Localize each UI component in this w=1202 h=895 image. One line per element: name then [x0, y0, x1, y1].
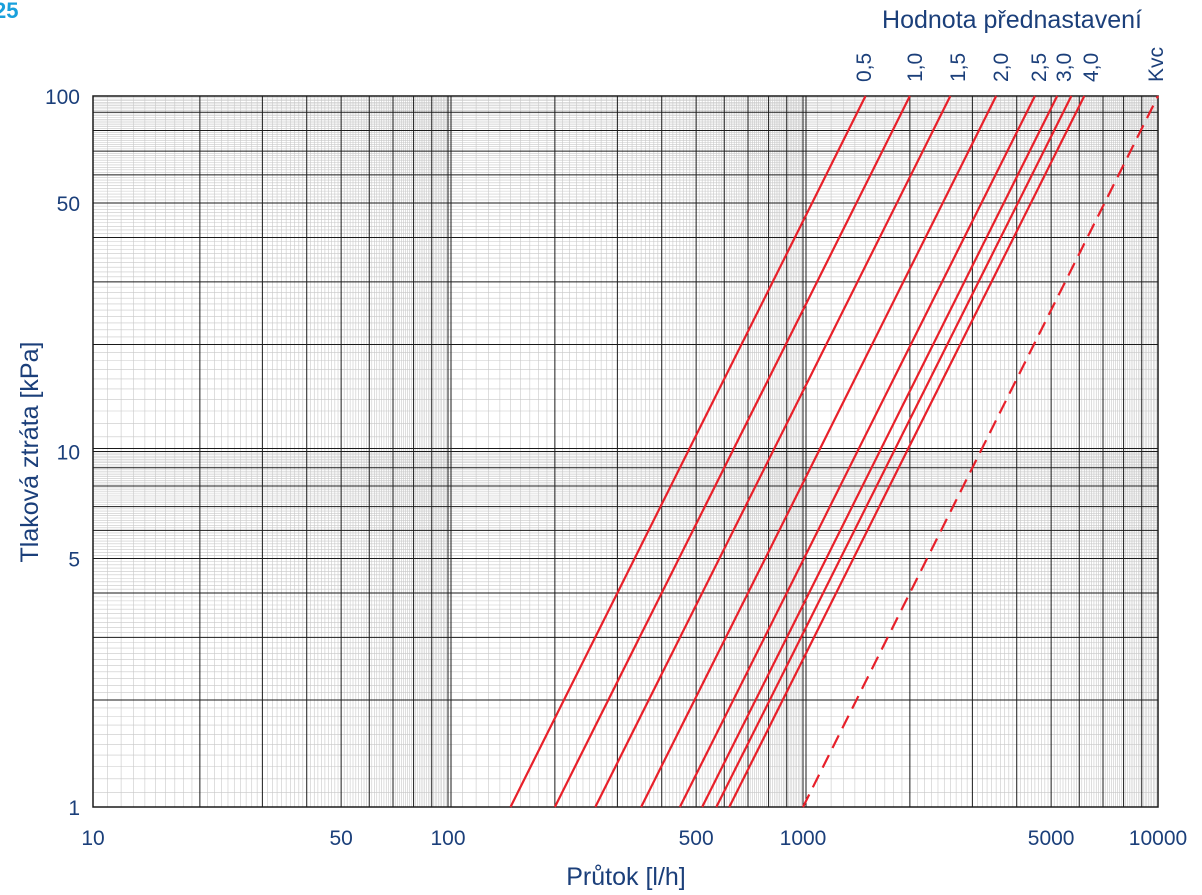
y-tick-label: 100 — [45, 86, 80, 109]
series-label: 0,5 — [853, 53, 876, 82]
series-label: 1,5 — [947, 53, 970, 82]
grid — [92, 95, 1159, 808]
series-label: 2,0 — [990, 53, 1013, 82]
y-tick-labels: 1 5 10 50 100 — [45, 86, 80, 820]
series-line-9 — [802, 95, 1159, 808]
series-line-5 — [678, 95, 1036, 808]
x-tick-label: 10 — [81, 827, 104, 850]
series-label: 1,0 — [904, 53, 927, 82]
series-label: 4,0 — [1080, 53, 1103, 82]
series-label: 2,5 — [1028, 53, 1051, 82]
x-tick-label: 1000 — [780, 827, 827, 850]
series-line-3 — [594, 95, 952, 808]
x-tick-label: 100 — [430, 827, 465, 850]
series-line-7 — [715, 95, 1073, 808]
series-line-2 — [553, 95, 911, 808]
x-tick-label: 10000 — [1129, 827, 1187, 850]
y-tick-label: 10 — [57, 442, 80, 465]
x-tick-labels: 10 50 100 500 1000 5000 10000 — [81, 827, 1187, 850]
x-tick-label: 5000 — [1028, 827, 1075, 850]
y-axis-title: Tlaková ztráta [kPa] — [16, 342, 44, 563]
series-labels: 0,5 1,0 1,5 2,0 2,5 3,0 4,0 Kvc — [853, 47, 1168, 82]
y-tick-label: 5 — [68, 549, 80, 572]
y-tick-label: 1 — [68, 797, 80, 820]
top-axis-title: Hodnota přednastavení — [882, 6, 1142, 34]
series-label: 3,0 — [1053, 53, 1076, 82]
y-tick-label: 50 — [57, 193, 80, 216]
series-line-6 — [701, 95, 1059, 808]
x-axis-title: Průtok [l/h] — [566, 863, 686, 891]
corner-label: 25 — [0, 0, 18, 23]
x-tick-label: 50 — [329, 827, 352, 850]
plot-frame — [92, 95, 1159, 808]
series-line-8 — [728, 95, 1086, 808]
x-tick-label: 500 — [679, 827, 714, 850]
series-line-4 — [640, 95, 998, 808]
series-line-1 — [509, 95, 867, 808]
series-lines — [509, 95, 1159, 808]
series-label: Kvc — [1145, 47, 1168, 82]
